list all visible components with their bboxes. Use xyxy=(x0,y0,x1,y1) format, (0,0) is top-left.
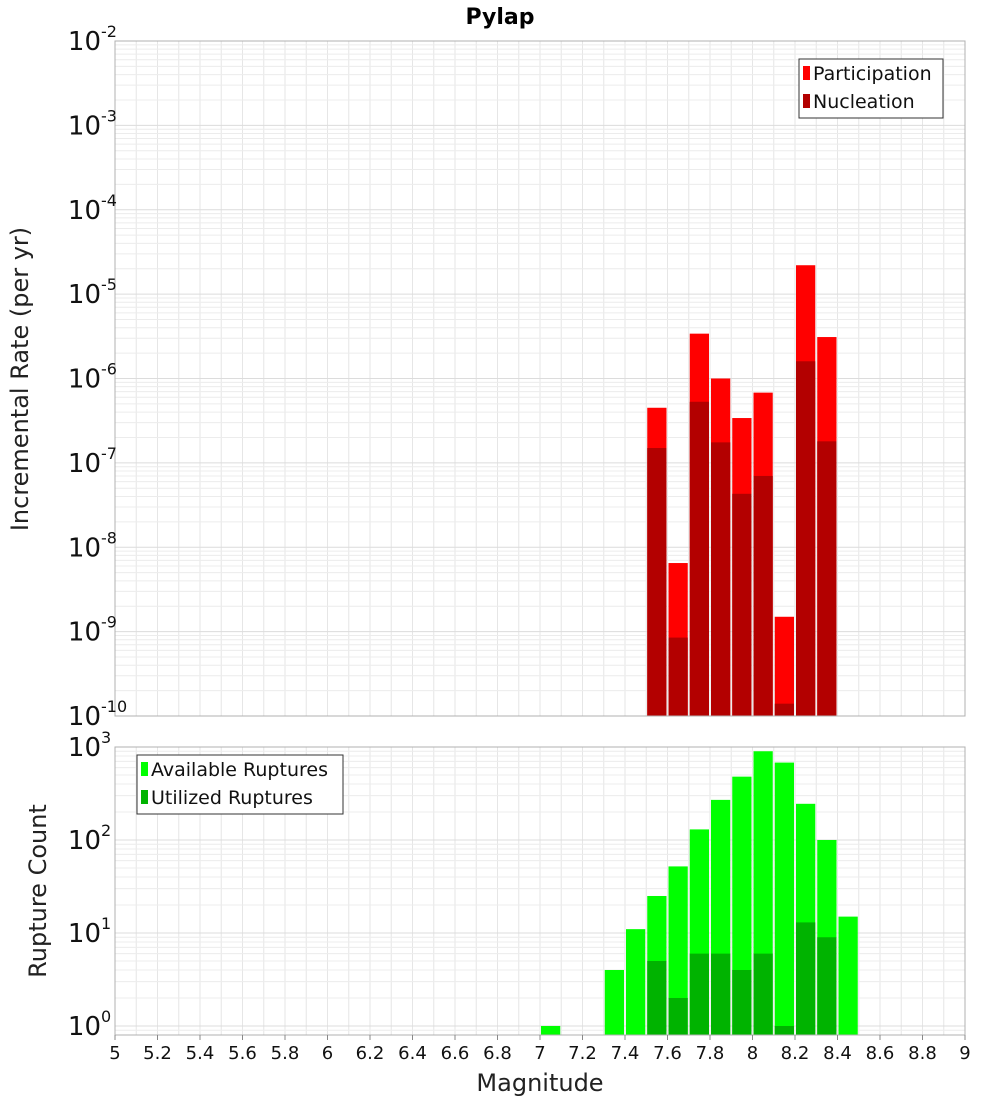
x-tick-label: 7.6 xyxy=(653,1043,682,1064)
bar xyxy=(647,448,667,716)
bar xyxy=(732,969,752,1035)
y-tick-label: 10 xyxy=(68,280,101,310)
x-tick-label: 6.4 xyxy=(398,1043,427,1064)
x-tick-label: 8.8 xyxy=(908,1043,937,1064)
x-tick-label: 5.8 xyxy=(271,1043,300,1064)
y-tick-exponent: 2 xyxy=(101,821,111,840)
bar xyxy=(796,361,816,716)
bar xyxy=(647,960,667,1035)
plot-frame xyxy=(114,40,966,717)
x-tick-label: 7.4 xyxy=(611,1043,640,1064)
legend-swatch xyxy=(141,790,148,804)
legend: Participation Nucleation xyxy=(798,58,944,119)
y-tick-label: 10 xyxy=(68,111,101,141)
bar xyxy=(774,616,794,716)
y-tick-exponent: -9 xyxy=(101,613,117,632)
y-tick-label: 10 xyxy=(68,365,101,395)
y-tick-exponent: -6 xyxy=(101,360,117,379)
series-utilized-ruptures xyxy=(647,922,837,1035)
bar xyxy=(604,969,624,1035)
x-tick-label: 7 xyxy=(534,1043,545,1064)
y-tick-label: 10 xyxy=(68,919,101,949)
y-tick-label: 10 xyxy=(68,618,101,648)
legend-box xyxy=(136,754,344,815)
series-available-ruptures xyxy=(541,751,858,1035)
bar xyxy=(689,401,709,716)
x-tick-label: 9 xyxy=(959,1043,970,1064)
legend-swatch xyxy=(141,762,148,776)
x-axis-label: Magnitude xyxy=(476,1069,603,1097)
y-tick-exponent: 3 xyxy=(101,728,111,747)
y-tick-exponent: -2 xyxy=(101,22,117,41)
bar xyxy=(668,997,688,1035)
x-tick-label: 7.2 xyxy=(568,1043,597,1064)
legend-box xyxy=(798,58,944,119)
bar xyxy=(626,929,646,1035)
x-tick-label: 6.8 xyxy=(483,1043,512,1064)
x-tick-label: 8.4 xyxy=(823,1043,852,1064)
legend-swatch xyxy=(803,66,810,80)
bar xyxy=(732,493,752,716)
x-tick-label: 8.6 xyxy=(866,1043,895,1064)
y-tick-label: 10 xyxy=(68,196,101,226)
y-axis-label-rate: Incremental Rate (per yr) xyxy=(6,227,34,531)
bar xyxy=(689,953,709,1035)
chart-title: Pylap xyxy=(465,5,534,30)
legend-label: Utilized Ruptures xyxy=(151,787,313,809)
x-tick-label: 5.2 xyxy=(143,1043,172,1064)
x-tick-label: 8 xyxy=(747,1043,758,1064)
y-axis-label-count: Rupture Count xyxy=(24,804,52,978)
bar xyxy=(774,762,794,1035)
y-tick-label: 10 xyxy=(68,533,101,563)
x-tick-label: 5.4 xyxy=(186,1043,215,1064)
bar xyxy=(817,937,837,1035)
bar xyxy=(668,637,688,716)
x-axis-ticks: 5 5.2 5.4 5.6 5.8 6 6.2 6.4 6.6 6.8 7 7.2 7.4 7.6 7.8 8… xyxy=(109,1035,971,1064)
y-tick-exponent: -3 xyxy=(101,106,117,125)
y-tick-exponent: -8 xyxy=(101,528,117,547)
x-tick-label: 5 xyxy=(109,1043,120,1064)
x-tick-label: 5.6 xyxy=(228,1043,257,1064)
legend-label: Nucleation xyxy=(813,91,915,113)
bar xyxy=(774,703,794,716)
y-tick-label: 10 xyxy=(68,449,101,479)
bar xyxy=(711,442,731,716)
y-tick-exponent: 1 xyxy=(101,914,111,933)
series-nucleation xyxy=(647,361,837,716)
bar xyxy=(668,866,688,1035)
legend-label: Participation xyxy=(813,63,932,85)
incremental-rate-panel: 10-210-310-410-510-610-710-810-910 -10Par… xyxy=(68,22,966,732)
x-tick-label: 8.2 xyxy=(781,1043,810,1064)
bar xyxy=(711,953,731,1035)
legend-label: Available Ruptures xyxy=(151,759,328,781)
x-tick-label: 6 xyxy=(322,1043,333,1064)
y-tick-exponent: -4 xyxy=(101,191,117,210)
legend: Available Ruptures Utilized Ruptures xyxy=(136,754,344,815)
y-tick-exponent: -10 xyxy=(101,697,127,716)
bar xyxy=(817,441,837,716)
x-tick-label: 7.8 xyxy=(696,1043,725,1064)
y-tick-exponent: -5 xyxy=(101,275,117,294)
bar xyxy=(753,475,773,716)
y-tick-label: 10 xyxy=(68,27,101,57)
y-tick-exponent: -7 xyxy=(101,444,117,463)
y-tick-label: 10 xyxy=(68,826,101,856)
bar xyxy=(753,953,773,1035)
legend-swatch xyxy=(803,94,810,108)
x-tick-label: 6.2 xyxy=(356,1043,385,1064)
y-tick-label: 10 xyxy=(68,733,101,763)
bar xyxy=(838,916,858,1035)
grid-lines xyxy=(114,41,966,717)
bar xyxy=(796,922,816,1035)
bar xyxy=(541,1025,561,1035)
y-tick-label: 10 xyxy=(68,702,101,732)
bar xyxy=(774,1025,794,1035)
x-tick-label: 6.6 xyxy=(441,1043,470,1064)
y-tick-label: 10 xyxy=(68,1012,101,1042)
y-tick-exponent: 0 xyxy=(101,1007,111,1026)
